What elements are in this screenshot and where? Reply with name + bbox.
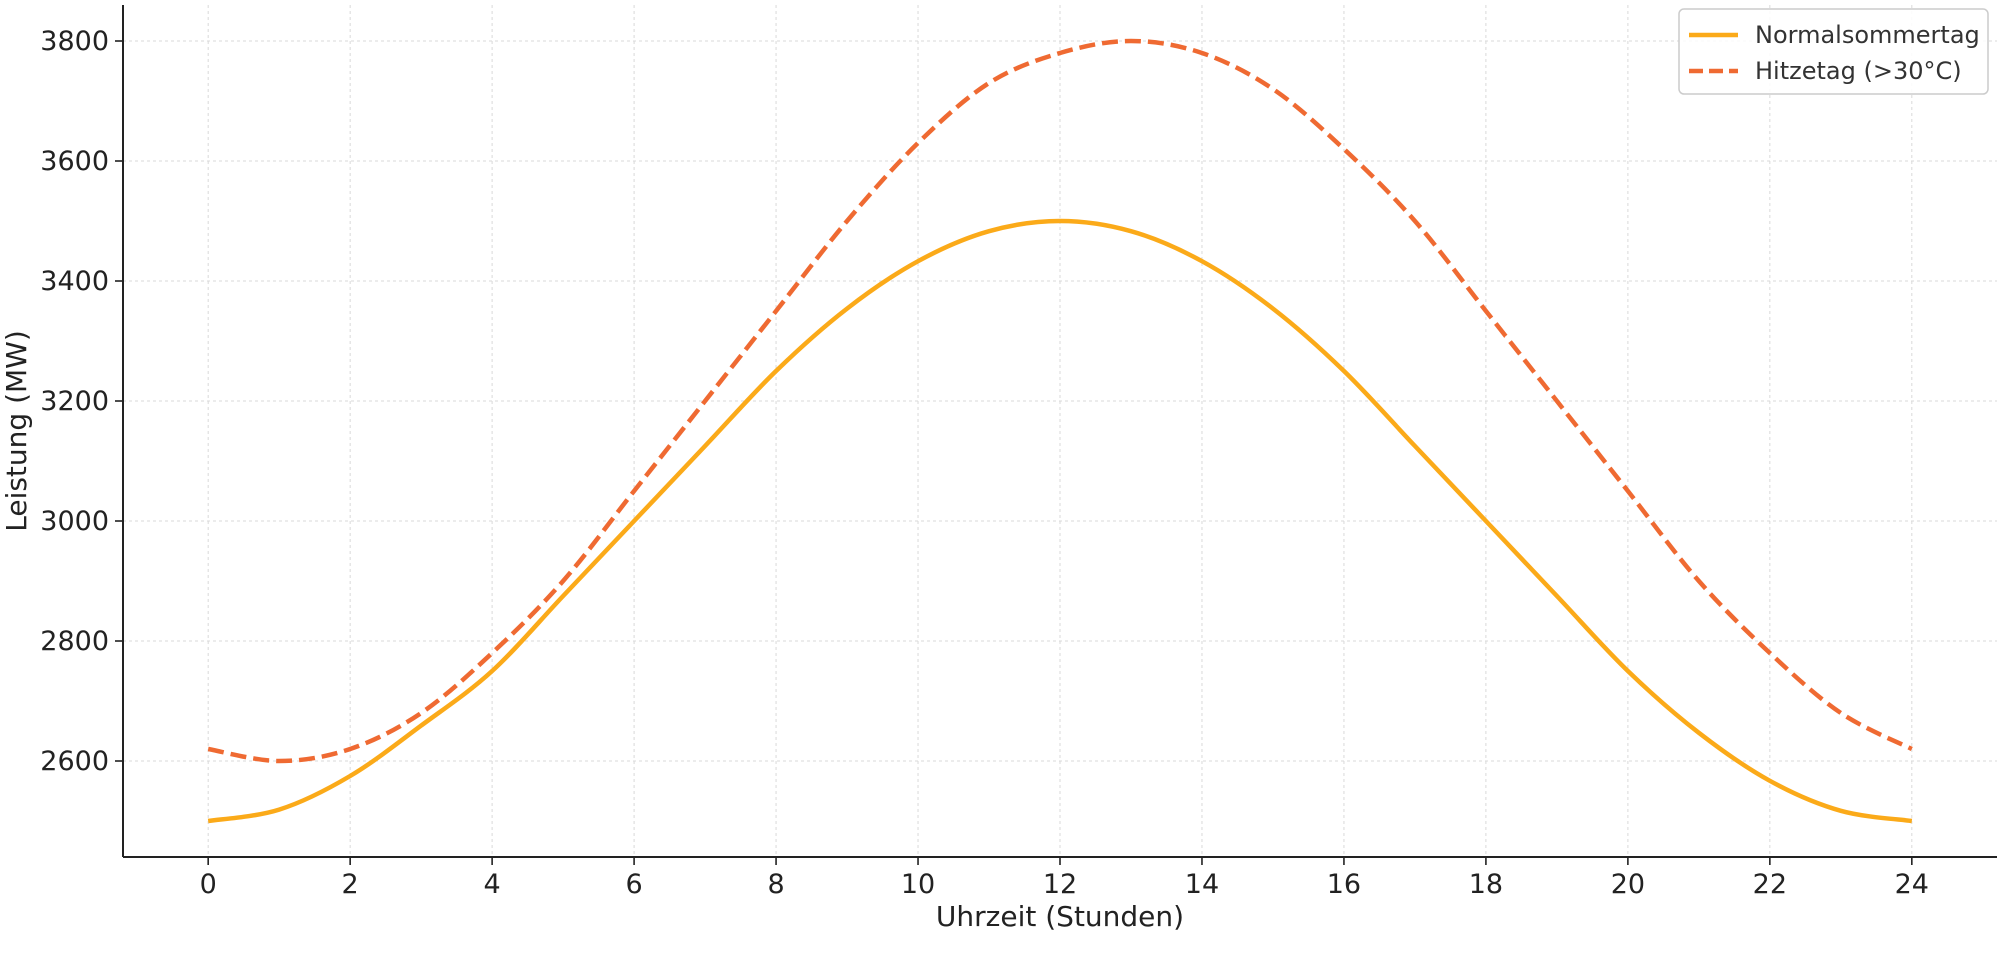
x-axis-title: Uhrzeit (Stunden) xyxy=(936,900,1184,933)
x-tick-label: 2 xyxy=(342,869,359,900)
x-tick-label: 4 xyxy=(484,869,501,900)
legend: Normalsommertag Hitzetag (>30°C) xyxy=(1678,8,1989,95)
x-tick-label: 24 xyxy=(1895,869,1929,900)
legend-label-hitzetag: Hitzetag (>30°C) xyxy=(1755,57,1962,85)
ticks: 0 2 4 6 8 10 12 14 16 18 20 22 242600280030003200340… xyxy=(40,26,1929,900)
x-tick-label: 10 xyxy=(901,869,935,900)
x-tick-label: 20 xyxy=(1611,869,1645,900)
series-layer xyxy=(207,38,1913,824)
y-tick-label: 2600 xyxy=(40,746,109,777)
grid xyxy=(123,5,1997,857)
x-tick-label: 18 xyxy=(1469,869,1503,900)
series-line-hitzetag xyxy=(207,38,1913,764)
x-tick-label: 14 xyxy=(1185,869,1219,900)
x-tick-label: 16 xyxy=(1327,869,1361,900)
legend-box xyxy=(1678,8,1989,95)
legend-label-normalsommertag: Normalsommertag xyxy=(1755,21,1980,49)
y-tick-label: 3800 xyxy=(40,26,109,57)
x-tick-label: 22 xyxy=(1753,869,1787,900)
y-tick-label: 3200 xyxy=(40,386,109,417)
series-line-normalsommertag xyxy=(207,218,1913,824)
x-tick-label: 8 xyxy=(767,869,784,900)
y-axis-title: Leistung (MW) xyxy=(0,330,33,532)
x-tick-label: 6 xyxy=(625,869,642,900)
x-tick-label: 12 xyxy=(1043,869,1077,900)
y-tick-label: 3600 xyxy=(40,146,109,177)
y-tick-label: 2800 xyxy=(40,626,109,657)
y-tick-label: 3400 xyxy=(40,266,109,297)
x-tick-label: 0 xyxy=(200,869,217,900)
y-tick-label: 3000 xyxy=(40,506,109,537)
